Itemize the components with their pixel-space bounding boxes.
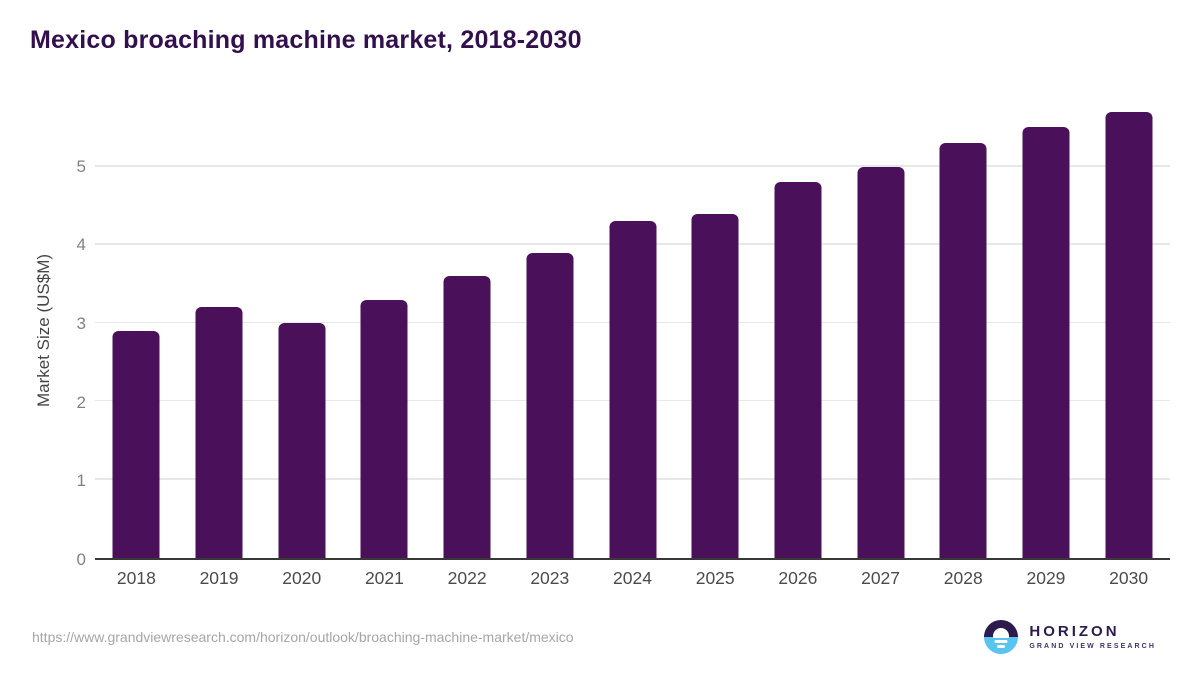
x-tick-label-2030: 2030 <box>1109 568 1149 588</box>
x-tick-label-2025: 2025 <box>695 568 735 588</box>
horizon-sunset-icon <box>984 620 1019 654</box>
bar-2018 <box>112 330 160 558</box>
x-tick-label-2024: 2024 <box>613 568 652 588</box>
y-tick-label-0: 0 <box>76 550 86 569</box>
bar-2022 <box>443 276 491 558</box>
y-tick-label-3: 3 <box>76 314 86 334</box>
bar-2026 <box>774 182 822 558</box>
y-axis: 0 1 2 3 4 5 <box>50 100 86 569</box>
bar-2029 <box>1022 127 1070 558</box>
x-tick-label-2023: 2023 <box>530 568 570 588</box>
x-tick-label-2022: 2022 <box>447 568 487 588</box>
logo-text: HORIZON GRAND VIEW RESEARCH <box>1029 624 1156 650</box>
source-url: https://www.grandviewresearch.com/horizo… <box>32 629 574 645</box>
bar-2028 <box>939 143 987 558</box>
y-tick-label-4: 4 <box>76 235 86 255</box>
bar-2027 <box>857 166 905 558</box>
bar-2020 <box>278 323 326 558</box>
y-tick-label-5: 5 <box>76 156 86 176</box>
bar-2023 <box>526 252 574 558</box>
x-tick-label-2019: 2019 <box>199 568 239 588</box>
bar-2024 <box>609 221 656 558</box>
bar-2019 <box>195 307 243 558</box>
x-tick-label-2028: 2028 <box>943 568 983 588</box>
y-tick-label-1: 1 <box>76 471 86 491</box>
gridline-5 <box>95 165 1170 167</box>
x-tick-label-2020: 2020 <box>282 568 322 588</box>
logo-name: HORIZON <box>1029 623 1120 641</box>
x-tick-label-2026: 2026 <box>778 568 818 588</box>
plot-area <box>95 100 1170 560</box>
bar-2025 <box>691 213 739 558</box>
x-tick-label-2021: 2021 <box>364 568 404 588</box>
chart-title: Mexico broaching machine market, 2018-20… <box>30 26 582 54</box>
x-tick-label-2029: 2029 <box>1026 568 1066 588</box>
x-tick-label-2018: 2018 <box>116 568 156 588</box>
x-tick-label-2027: 2027 <box>861 568 901 588</box>
logo-subtitle: GRAND VIEW RESEARCH <box>1029 642 1156 650</box>
y-tick-label-2: 2 <box>76 392 86 412</box>
x-axis: 2018 2019 2020 2021 2022 2023 2024 2025 2026 2027… <box>95 568 1170 592</box>
bar-2021 <box>360 299 408 558</box>
horizon-logo: HORIZON GRAND VIEW RESEARCH <box>984 620 1156 654</box>
bar-2030 <box>1105 111 1153 558</box>
